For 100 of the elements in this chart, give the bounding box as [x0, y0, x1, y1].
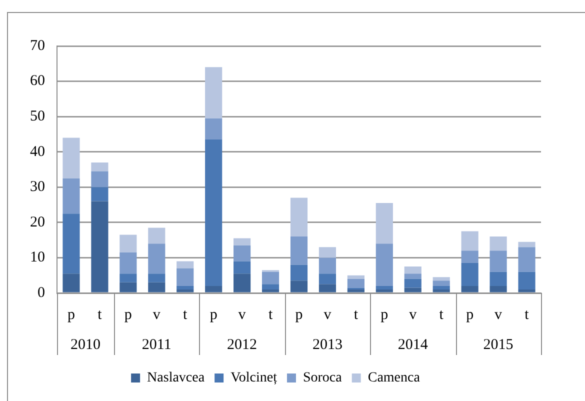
- bar: [148, 244, 166, 274]
- bar: [176, 261, 194, 268]
- bar: [290, 198, 308, 237]
- y-tick-label: 0: [38, 284, 45, 301]
- text: 2014: [398, 336, 428, 353]
- bar: [347, 278, 364, 288]
- bar: [176, 268, 194, 286]
- legend-label: Camenca: [368, 370, 421, 386]
- text: 2015: [483, 336, 514, 353]
- bar: [318, 258, 336, 274]
- bar: [120, 234, 137, 252]
- x-tick-label: v: [494, 306, 503, 323]
- bar: [376, 244, 393, 286]
- legend-label: Soroca: [302, 370, 343, 386]
- bar: [91, 171, 108, 188]
- bar: [262, 284, 280, 290]
- bar: [318, 284, 336, 292]
- x-tick-label: t: [354, 306, 359, 323]
- y-tick-label: 50: [30, 108, 45, 125]
- bar: [62, 178, 80, 214]
- legend-label: Volcineț: [230, 370, 278, 386]
- bar: [262, 289, 280, 292]
- bar: [376, 289, 393, 292]
- bar: [376, 203, 393, 244]
- x-tick-label: p: [67, 306, 75, 323]
- bar: [148, 274, 166, 282]
- text: 2013: [312, 336, 342, 353]
- bar: [518, 242, 536, 248]
- x-tick-label: v: [409, 306, 418, 323]
- bar: [404, 266, 422, 274]
- text: 2010: [70, 336, 100, 353]
- x-tick-label: p: [210, 306, 218, 323]
- legend-label: Naslavcea: [147, 370, 206, 386]
- bar: [490, 236, 507, 251]
- bar: [91, 162, 108, 172]
- bar: [290, 236, 308, 265]
- bar: [347, 289, 364, 292]
- bar: [461, 286, 478, 292]
- bar: [262, 272, 280, 284]
- bar: [148, 282, 166, 292]
- text: 2012: [227, 336, 258, 353]
- x-tick-label: t: [183, 306, 188, 323]
- bar: [120, 274, 137, 282]
- y-tick-label: 60: [30, 73, 45, 90]
- bar: [205, 140, 222, 286]
- text: 2011: [142, 336, 172, 353]
- bar: [120, 252, 137, 274]
- x-tick-label: t: [98, 306, 103, 323]
- bar: [432, 280, 450, 286]
- bar: [490, 272, 507, 286]
- bar: [290, 280, 308, 292]
- y-tick-label: 70: [30, 38, 45, 54]
- x-tick-label: v: [324, 306, 332, 323]
- x-tick-label: p: [380, 306, 388, 323]
- bar: [205, 67, 222, 118]
- bar: [404, 288, 422, 292]
- bar: [205, 286, 222, 292]
- bar: [62, 214, 80, 274]
- bar: [432, 289, 450, 292]
- bar: [461, 263, 478, 286]
- bar: [148, 228, 166, 244]
- bar: [234, 245, 251, 262]
- bar: [234, 261, 251, 274]
- bar: [91, 201, 108, 292]
- y-tick-label: 20: [30, 214, 45, 230]
- x-tick-label: p: [295, 306, 303, 323]
- bar: [490, 250, 507, 272]
- bar: [432, 286, 450, 290]
- bar: [176, 286, 194, 290]
- bar: [404, 274, 422, 279]
- x-tick-label: t: [268, 306, 274, 323]
- bar: [290, 264, 308, 281]
- bar: [347, 275, 364, 279]
- x-tick-label: v: [152, 306, 161, 323]
- bar: [376, 286, 393, 290]
- bar: [404, 278, 422, 288]
- bar: [461, 250, 478, 264]
- y-tick-label: 40: [30, 144, 45, 160]
- bar: [120, 282, 137, 292]
- x-tick-label: v: [238, 306, 246, 323]
- x-tick-label: p: [466, 306, 474, 323]
- bar: [234, 274, 251, 292]
- bar: [432, 277, 450, 281]
- bar: [62, 138, 80, 178]
- bar: [518, 289, 536, 292]
- bar: [518, 272, 536, 290]
- bar: [318, 247, 336, 258]
- bar: [176, 289, 194, 292]
- bar: [461, 231, 478, 251]
- bar: [518, 247, 536, 272]
- bar: [490, 286, 507, 292]
- bar: [318, 274, 336, 284]
- bar: [91, 187, 108, 202]
- bar: [234, 238, 251, 246]
- x-tick-label: t: [524, 306, 530, 323]
- x-tick-label: t: [439, 306, 444, 323]
- y-tick-label: 30: [30, 179, 45, 196]
- x-tick-label: p: [124, 306, 132, 323]
- bar: [62, 274, 80, 292]
- y-tick-label: 10: [30, 250, 45, 266]
